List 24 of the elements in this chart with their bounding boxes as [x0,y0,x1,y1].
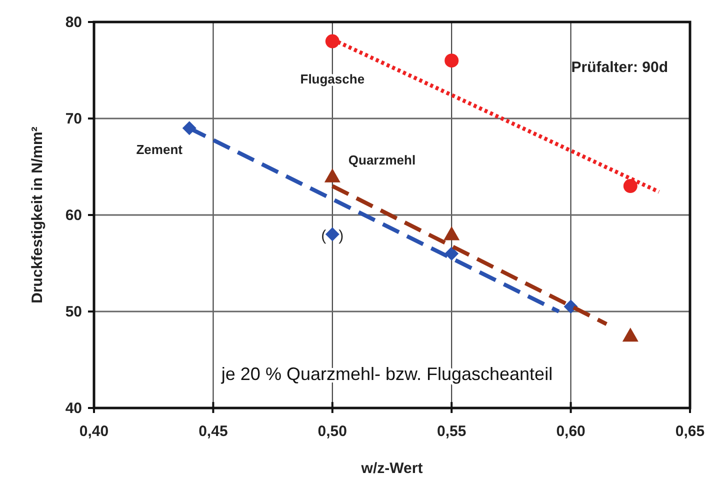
point [623,179,638,194]
x-tick-label: 0,60 [556,423,586,440]
x-tick-label: 0,55 [437,423,466,440]
y-tick-label: 80 [65,14,82,31]
y-tick-label: 40 [65,400,82,417]
x-tick-label: 0,50 [318,423,347,440]
y-tick-label: 60 [65,207,82,224]
x-axis-title: w/z-Wert [360,460,423,477]
series-label: Zement [136,142,184,158]
point [564,300,578,314]
point [444,54,459,68]
point [444,246,459,261]
point [324,168,340,182]
x-tick-label: 0,40 [79,423,109,440]
annotation: Prüfalter: 90d [571,59,668,76]
series-label: Quarzmehl [348,152,416,168]
y-tick-label: 70 [65,110,82,128]
y-tick-label: 50 [65,304,82,320]
point [444,226,460,240]
x-tick-label: 0,65 [675,423,705,440]
point [622,328,638,342]
y-axis-title: Druckfestigkeit in N/mm² [29,126,46,304]
x-tick-label: 0,45 [198,423,228,440]
annotation: ( ) [321,227,344,244]
